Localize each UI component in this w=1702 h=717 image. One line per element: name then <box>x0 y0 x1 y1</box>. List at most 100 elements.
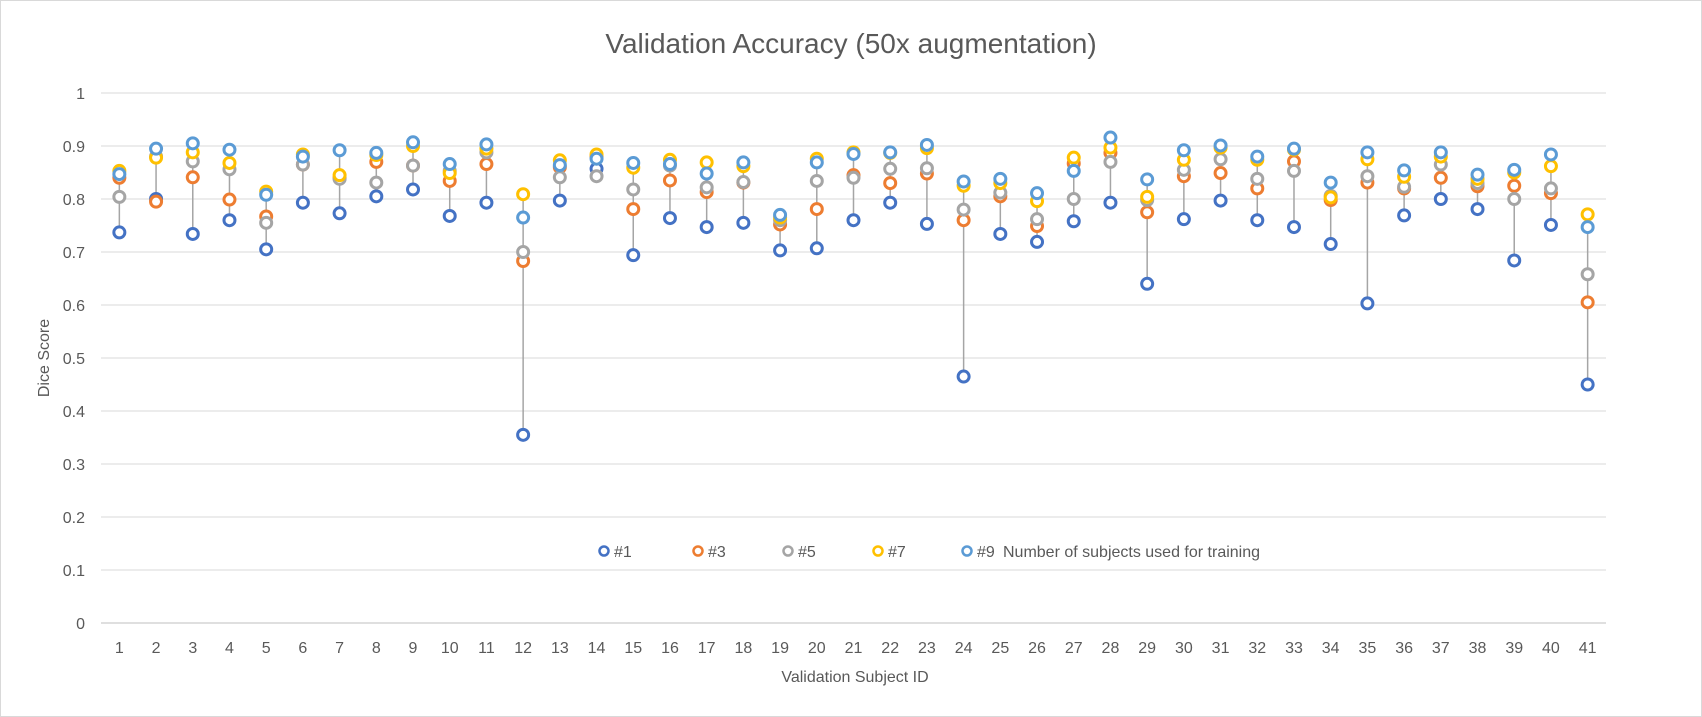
data-point <box>1323 175 1338 190</box>
data-point <box>1580 220 1595 235</box>
data-point <box>883 161 898 176</box>
data-point <box>1030 212 1045 227</box>
x-tick-label: 9 <box>409 640 418 657</box>
y-tick-label: 1 <box>76 86 85 103</box>
data-point <box>479 137 494 152</box>
data-point <box>846 170 861 185</box>
data-point <box>699 166 714 181</box>
y-tick-label: 0.4 <box>63 404 85 421</box>
data-point <box>662 211 677 226</box>
legend-marker <box>961 545 973 557</box>
x-tick-label: 41 <box>1579 640 1597 657</box>
data-point <box>1176 143 1191 158</box>
data-point <box>1543 147 1558 162</box>
data-point <box>1103 130 1118 145</box>
data-point <box>699 180 714 195</box>
data-point <box>1213 193 1228 208</box>
x-tick-label: 28 <box>1102 640 1120 657</box>
data-point <box>369 145 384 160</box>
data-point <box>369 189 384 204</box>
data-points <box>112 130 1595 442</box>
data-point <box>956 369 971 384</box>
x-tick-label: 6 <box>298 640 307 657</box>
data-point <box>736 175 751 190</box>
data-point <box>1213 152 1228 167</box>
legend-label: #3 <box>708 544 726 561</box>
data-point <box>956 174 971 189</box>
x-tick-label: 4 <box>225 640 234 657</box>
data-point <box>662 157 677 172</box>
x-tick-label: 21 <box>845 640 863 657</box>
data-point <box>1286 163 1301 178</box>
legend-title: Number of subjects used for training <box>1003 544 1260 561</box>
x-tick-label: 36 <box>1395 640 1413 657</box>
data-point <box>993 226 1008 241</box>
data-point <box>1433 145 1448 160</box>
y-tick-label: 0.6 <box>63 298 85 315</box>
data-point <box>1323 237 1338 252</box>
data-point <box>1176 212 1191 227</box>
x-tick-label: 29 <box>1138 640 1156 657</box>
data-point <box>149 194 164 209</box>
data-point <box>222 142 237 157</box>
data-point <box>883 176 898 191</box>
data-point <box>1580 207 1595 222</box>
x-tick-label: 31 <box>1212 640 1230 657</box>
data-point <box>1286 220 1301 235</box>
data-point <box>1507 253 1522 268</box>
data-point <box>846 146 861 161</box>
data-point <box>552 158 567 173</box>
data-point <box>699 220 714 235</box>
data-point <box>259 187 274 202</box>
x-tick-label: 22 <box>881 640 899 657</box>
x-tick-label: 23 <box>918 640 936 657</box>
data-point <box>1543 217 1558 232</box>
data-point <box>516 210 531 225</box>
data-point <box>442 157 457 172</box>
data-point <box>185 136 200 151</box>
data-point <box>1360 169 1375 184</box>
y-tick-label: 0.8 <box>63 192 85 209</box>
data-point <box>662 173 677 188</box>
legend-marker <box>872 545 884 557</box>
data-point <box>1580 377 1595 392</box>
data-point <box>1066 214 1081 229</box>
data-point <box>185 170 200 185</box>
x-tick-label: 18 <box>734 640 752 657</box>
data-point <box>956 202 971 217</box>
y-tick-label: 0.1 <box>63 563 85 580</box>
x-tick-label: 25 <box>991 640 1009 657</box>
data-point <box>1580 295 1595 310</box>
x-tick-labels: 1 2 3 4 5 6 7 8 9 10 11 12 13 14 15 16 17 18 19 20 21 22 23 24 2… <box>115 640 1597 657</box>
data-point <box>736 155 751 170</box>
data-point <box>1140 205 1155 220</box>
data-point <box>222 213 237 228</box>
data-point <box>883 195 898 210</box>
data-point <box>406 182 421 197</box>
x-tick-label: 35 <box>1359 640 1377 657</box>
x-tick-label: 3 <box>188 640 197 657</box>
x-tick-label: 26 <box>1028 640 1046 657</box>
data-point <box>1470 202 1485 217</box>
x-axis-label: Validation Subject ID <box>781 669 928 686</box>
data-point <box>1470 167 1485 182</box>
data-point <box>1360 145 1375 160</box>
x-tick-label: 15 <box>624 640 642 657</box>
x-tick-label: 2 <box>152 640 161 657</box>
data-point <box>1103 195 1118 210</box>
data-point <box>332 206 347 221</box>
x-tick-label: 17 <box>698 640 716 657</box>
data-point <box>1140 172 1155 187</box>
x-tick-label: 7 <box>335 640 344 657</box>
y-tick-label: 0.7 <box>63 245 85 262</box>
data-point <box>1507 178 1522 193</box>
data-point <box>442 208 457 223</box>
data-point <box>149 141 164 156</box>
data-point <box>809 155 824 170</box>
data-point <box>626 155 641 170</box>
data-point <box>1543 159 1558 174</box>
data-point <box>332 168 347 183</box>
x-tick-label: 30 <box>1175 640 1193 657</box>
